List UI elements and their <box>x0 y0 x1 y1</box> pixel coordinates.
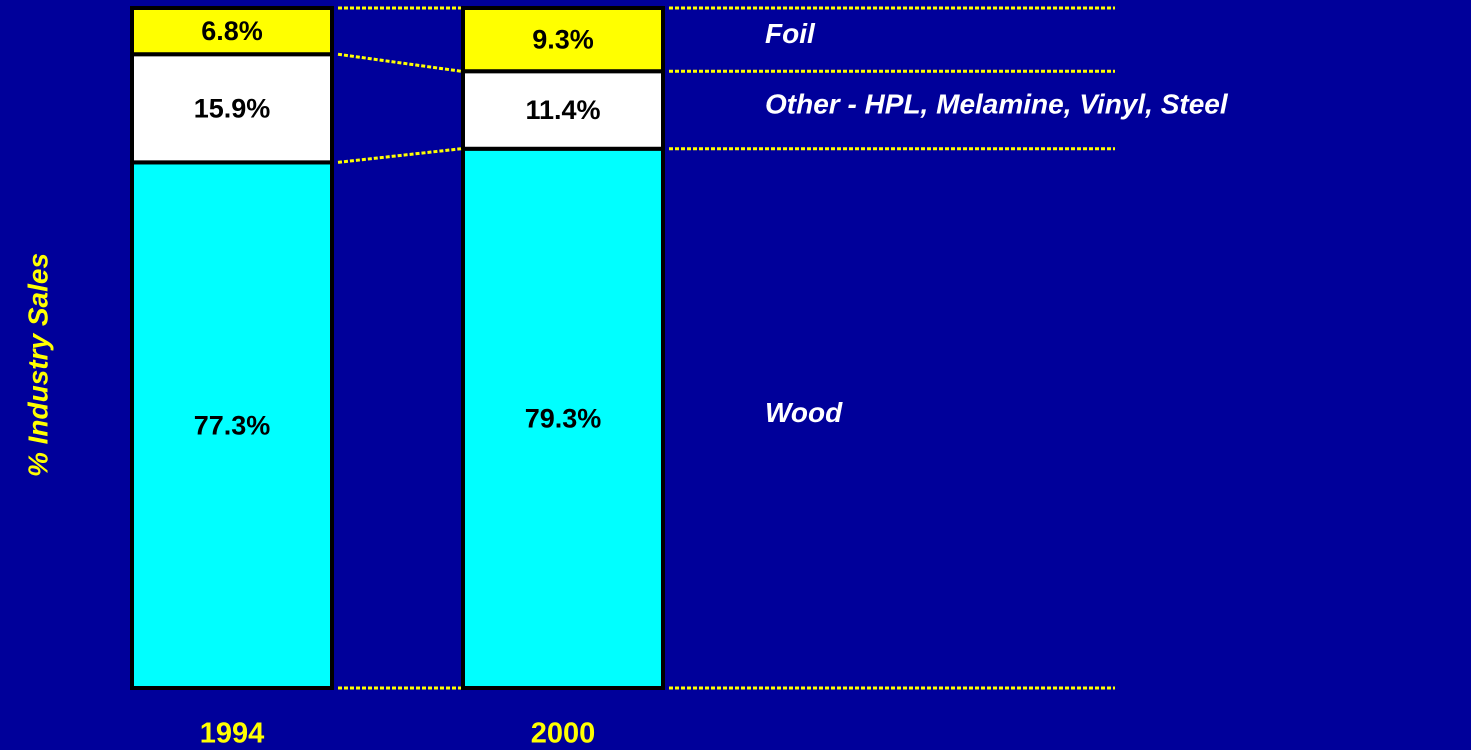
x-tick-label: 2000 <box>531 718 596 750</box>
value-label: 11.4% <box>525 95 600 125</box>
legend-label: Other - HPL, Melamine, Vinyl, Steel <box>765 88 1229 119</box>
x-tick-label: 1994 <box>200 718 265 750</box>
legend-label: Wood <box>765 397 843 428</box>
value-label: 6.8% <box>201 16 263 46</box>
y-axis-label: % Industry Sales <box>22 253 53 477</box>
value-label: 77.3% <box>194 410 271 440</box>
bar-segment <box>130 160 334 691</box>
value-label: 79.3% <box>525 404 602 434</box>
legend-label: Foil <box>765 18 816 49</box>
connector <box>337 52 462 73</box>
value-label: 9.3% <box>532 25 594 55</box>
connector <box>337 147 462 164</box>
bar-segment <box>461 6 665 74</box>
bar-segment <box>461 146 665 690</box>
bar-segment <box>130 6 334 57</box>
value-label: 15.9% <box>194 93 271 123</box>
